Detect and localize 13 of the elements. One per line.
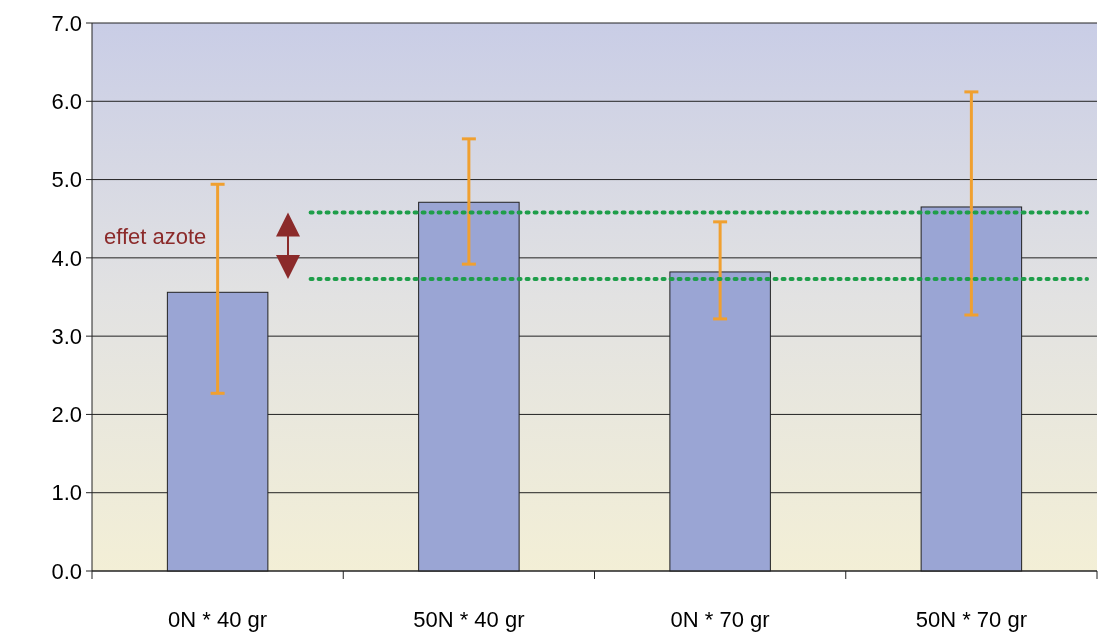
x-tick-label: 50N * 70 gr	[915, 607, 1028, 632]
y-tick-label: 4.0	[51, 245, 82, 271]
annotation: effet azote	[104, 223, 207, 249]
y-tick-label: 6.0	[51, 88, 82, 114]
x-tick-label: 0N * 40 gr	[168, 607, 268, 632]
x-tick-label: 50N * 40 gr	[413, 607, 525, 632]
y-tick-label: 1.0	[51, 480, 82, 506]
y-tick-label: 2.0	[51, 402, 82, 428]
y-tick-label: 5.0	[51, 167, 82, 193]
y-tick-label: 7.0	[51, 10, 82, 36]
y-tick-label: 3.0	[51, 323, 82, 349]
x-tick-label: 0N * 70 gr	[670, 607, 770, 632]
y-tick-label: 0.0	[51, 558, 82, 584]
